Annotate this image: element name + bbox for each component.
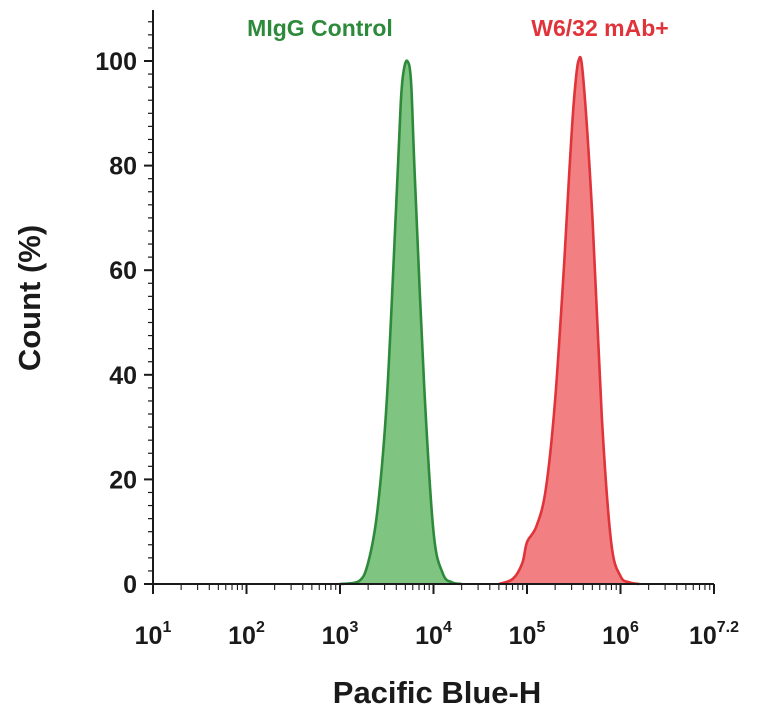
x-tick-label: 101 (135, 619, 172, 650)
x-tick-exponent: 3 (349, 619, 358, 636)
x-tick-label: 103 (322, 619, 359, 650)
x-axis-ticks: 101 102 103 104 105 106 107.2 (135, 584, 739, 650)
x-tick-base: 10 (228, 622, 256, 650)
x-tick-label: 105 (509, 619, 546, 650)
x-tick-exponent: 2 (256, 619, 265, 636)
x-tick-base: 10 (689, 622, 717, 650)
x-tick-label: 106 (602, 619, 639, 650)
y-axis-ticks: 0 20 40 60 80 100 (95, 21, 153, 599)
x-tick-base: 10 (322, 622, 350, 650)
series-outline (339, 59, 462, 586)
x-tick-label: 107.2 (689, 619, 739, 650)
x-tick-base: 10 (135, 622, 163, 650)
x-tick-base: 10 (602, 622, 630, 650)
y-tick-label: 100 (95, 48, 137, 76)
legend-label-migg-control: MIgG Control (247, 15, 393, 41)
y-tick-label: 60 (109, 257, 137, 285)
y-tick-label: 0 (123, 571, 137, 599)
x-tick-label: 104 (415, 619, 452, 650)
series-w632-mab (498, 55, 640, 586)
x-axis-title: Pacific Blue-H (333, 675, 541, 710)
series-outline (498, 55, 640, 586)
x-tick-base: 10 (415, 622, 443, 650)
series-area-fill (498, 57, 640, 585)
y-tick-label: 40 (109, 362, 137, 390)
x-tick-exponent: 4 (443, 619, 452, 636)
plot-area (339, 55, 640, 586)
y-axis-title: Count (%) (12, 225, 47, 371)
x-tick-exponent: 7.2 (717, 619, 739, 636)
y-tick-label: 80 (109, 153, 137, 181)
x-tick-exponent: 5 (536, 619, 545, 636)
legend: MIgG Control W6/32 mAb+ (247, 15, 669, 41)
legend-label-w632-mab: W6/32 mAb+ (531, 15, 668, 41)
x-tick-exponent: 1 (162, 619, 171, 636)
x-tick-label: 102 (228, 619, 265, 650)
y-tick-label: 20 (109, 466, 137, 494)
x-tick-exponent: 6 (630, 619, 639, 636)
series-area-fill (340, 60, 462, 585)
series-migg-control (339, 59, 462, 586)
x-tick-base: 10 (509, 622, 537, 650)
